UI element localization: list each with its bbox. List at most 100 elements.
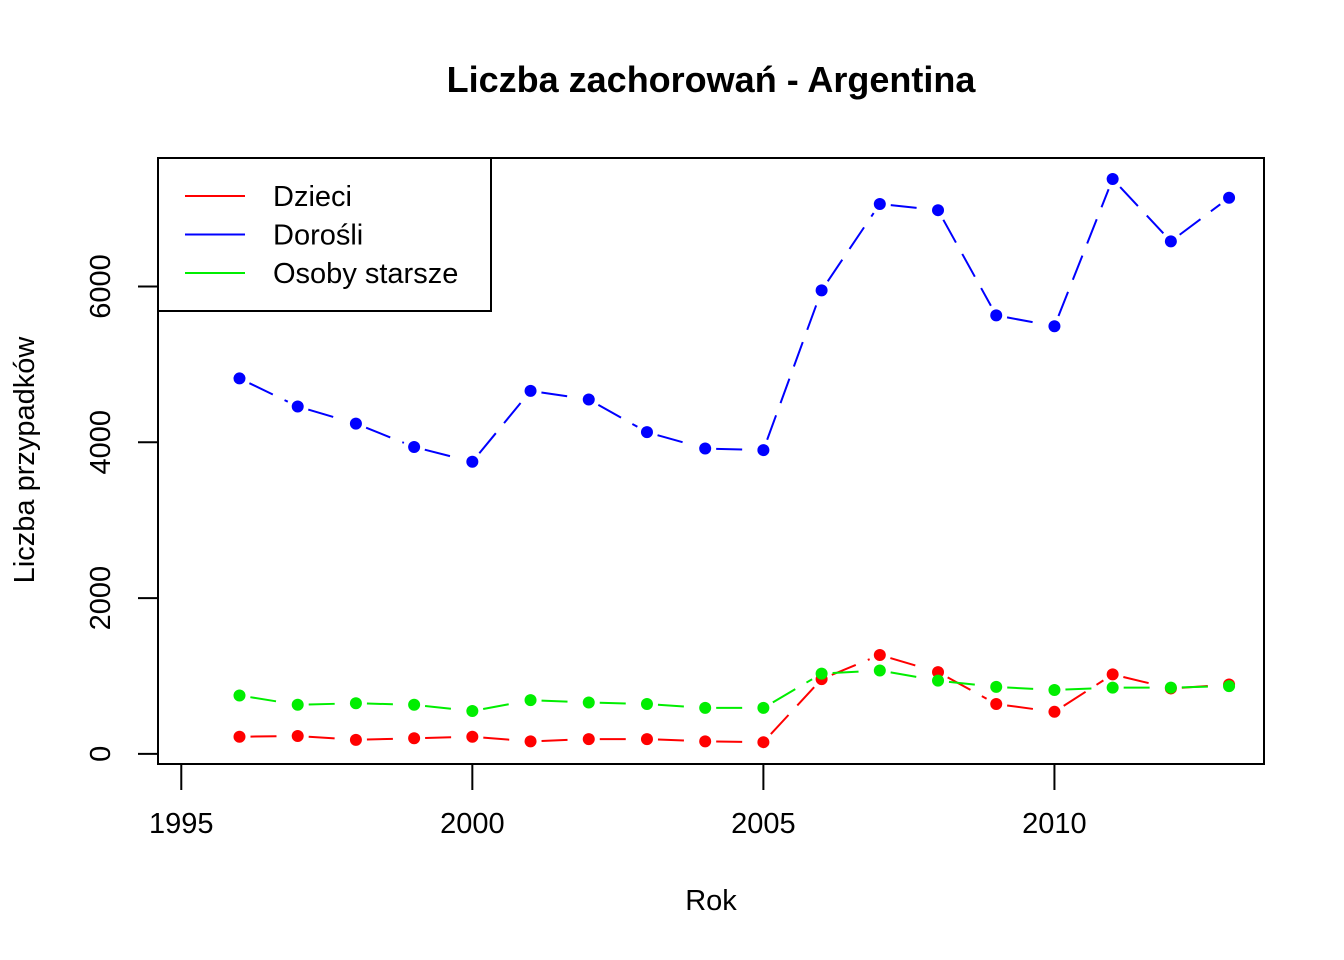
data-point xyxy=(291,698,304,711)
data-point xyxy=(699,735,712,748)
data-point xyxy=(524,384,537,397)
data-point xyxy=(349,417,362,430)
data-point xyxy=(1164,681,1177,694)
data-point xyxy=(1223,191,1236,204)
series-segment xyxy=(541,699,578,704)
data-point xyxy=(233,730,246,743)
x-tick-label: 2010 xyxy=(1022,808,1087,840)
x-tick-label: 1995 xyxy=(149,808,214,840)
data-point xyxy=(873,197,886,210)
series-segment xyxy=(772,678,813,704)
legend: Dzieci Dorośli Osoby starsze xyxy=(157,157,492,312)
series-segment xyxy=(1007,704,1044,712)
data-point xyxy=(408,698,421,711)
data-point xyxy=(757,701,770,714)
series-segment xyxy=(1179,203,1221,236)
data-point xyxy=(582,696,595,709)
series-segment xyxy=(947,676,988,700)
series-segment xyxy=(657,703,695,709)
data-point xyxy=(1048,320,1061,333)
x-tick-label: 2000 xyxy=(440,808,505,840)
legend-label: Dzieci xyxy=(273,181,352,213)
data-point xyxy=(990,309,1003,322)
y-tick-label: 4000 xyxy=(85,410,117,475)
data-point xyxy=(349,733,362,746)
series-segment xyxy=(890,657,928,670)
data-point xyxy=(291,729,304,742)
data-point xyxy=(932,204,945,217)
data-point xyxy=(524,694,537,707)
data-point xyxy=(932,674,945,687)
data-point xyxy=(990,698,1003,711)
series-segment xyxy=(716,447,753,451)
series-segment xyxy=(1123,676,1161,687)
data-point xyxy=(1106,668,1119,681)
data-point xyxy=(466,455,479,468)
data-point xyxy=(291,400,304,413)
series-segment xyxy=(365,426,405,444)
data-point xyxy=(1048,705,1061,718)
series-segment xyxy=(483,736,520,742)
data-point xyxy=(873,648,886,661)
data-point xyxy=(233,372,246,385)
y-axis: 0 2000 4000 6000 xyxy=(85,254,159,762)
data-point xyxy=(466,705,479,718)
series-segment xyxy=(482,701,520,710)
series-segment xyxy=(599,701,636,705)
series-segment xyxy=(1065,687,1102,691)
data-point xyxy=(757,736,770,749)
data-point xyxy=(699,442,712,455)
y-tick-label: 0 xyxy=(85,746,117,762)
series-segment xyxy=(1007,686,1044,691)
series-segment xyxy=(832,670,869,675)
series-segment xyxy=(890,671,928,680)
series-segment xyxy=(597,403,638,428)
chart-title: Liczba zachorowań - Argentina xyxy=(447,59,977,100)
data-point xyxy=(1106,681,1119,694)
legend-label: Dorośli xyxy=(273,220,363,252)
data-point xyxy=(582,733,595,746)
data-point xyxy=(990,680,1003,693)
data-point xyxy=(932,666,945,679)
series-segment xyxy=(1006,316,1044,326)
series-segment xyxy=(307,408,346,422)
series-2 xyxy=(233,173,1236,468)
y-tick-label: 2000 xyxy=(85,566,117,631)
data-point xyxy=(408,732,421,745)
data-point xyxy=(466,730,479,743)
data-point xyxy=(757,444,770,457)
series-segment xyxy=(766,300,819,441)
series-segment xyxy=(657,434,695,447)
data-point xyxy=(1048,684,1061,697)
data-point xyxy=(815,667,828,680)
data-point xyxy=(1223,680,1236,693)
data-point xyxy=(1164,235,1177,248)
y-axis-label: Liczba przypadków xyxy=(9,336,41,584)
data-point xyxy=(873,664,886,677)
series-segment xyxy=(250,696,288,705)
series-segment xyxy=(366,702,404,706)
series-1 xyxy=(233,648,1236,749)
series-segment xyxy=(541,738,578,742)
legend-label: Osoby starsze xyxy=(273,258,458,290)
data-point xyxy=(640,698,653,711)
series-segment xyxy=(1119,186,1165,234)
series-segment xyxy=(1057,188,1110,317)
data-point xyxy=(408,440,421,453)
series-segment xyxy=(478,398,525,454)
series-segment xyxy=(942,219,992,307)
series-segment xyxy=(948,680,986,687)
series-segment xyxy=(1063,679,1104,707)
data-point xyxy=(1106,173,1119,186)
series-segment xyxy=(308,735,346,741)
series-segment xyxy=(366,737,404,741)
series-segment xyxy=(248,382,289,403)
series-segment xyxy=(541,391,579,399)
series-segment xyxy=(424,448,462,461)
series-segment xyxy=(1181,685,1219,689)
series-segment xyxy=(826,212,875,282)
x-tick-label: 2005 xyxy=(731,808,796,840)
data-point xyxy=(233,689,246,702)
series-3 xyxy=(233,664,1236,718)
